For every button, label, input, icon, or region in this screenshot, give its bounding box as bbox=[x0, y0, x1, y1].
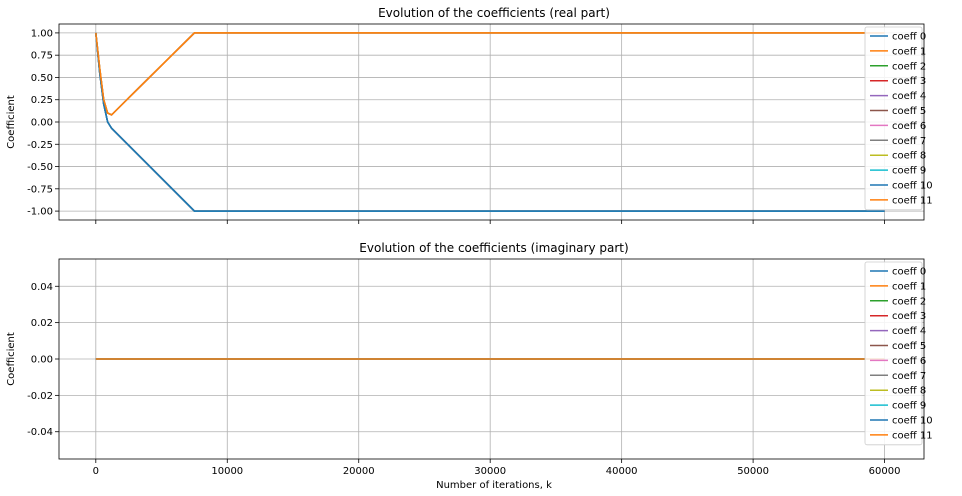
imaginary-part-legend-label: coeff 1 bbox=[892, 281, 926, 292]
real-part-panel: Evolution of the coefficients (real part… bbox=[6, 6, 933, 224]
imaginary-part-panel: Evolution of the coefficients (imaginary… bbox=[6, 241, 933, 491]
imaginary-part-title: Evolution of the coefficients (imaginary… bbox=[359, 241, 628, 255]
real-part-legend-label: coeff 7 bbox=[892, 136, 926, 147]
real-part-ylabel: Coefficient bbox=[6, 95, 17, 149]
real-part-ytick-label: 0.75 bbox=[31, 51, 53, 62]
imaginary-part-ytick-label: -0.02 bbox=[27, 391, 53, 402]
real-part-ytick-label: 0.50 bbox=[31, 73, 53, 84]
imaginary-part-legend-label: coeff 4 bbox=[892, 326, 926, 337]
real-part-ytick-label: -0.75 bbox=[27, 184, 53, 195]
imaginary-part-legend-label: coeff 6 bbox=[892, 356, 926, 367]
imaginary-part-legend-label: coeff 7 bbox=[892, 371, 926, 382]
imaginary-part-xtick-label: 40000 bbox=[606, 466, 638, 477]
real-part-ytick-label: -0.25 bbox=[27, 140, 53, 151]
real-part-legend-label: coeff 10 bbox=[892, 181, 933, 192]
imaginary-part-legend-label: coeff 3 bbox=[892, 311, 926, 322]
real-part-legend-label: coeff 0 bbox=[892, 32, 926, 43]
real-part-legend-label: coeff 1 bbox=[892, 46, 926, 57]
imaginary-part-ylabel: Coefficient bbox=[6, 332, 17, 386]
real-part-legend-label: coeff 8 bbox=[892, 151, 926, 162]
real-part-legend-label: coeff 2 bbox=[892, 61, 926, 72]
real-part-legend-label: coeff 5 bbox=[892, 106, 926, 117]
real-part-title: Evolution of the coefficients (real part… bbox=[378, 6, 610, 20]
imaginary-part-ytick-label: 0.00 bbox=[31, 355, 53, 366]
imaginary-part-legend: coeff 0 coeff 1 coeff 2 coeff 3 coeff 4 coeff… bbox=[864, 261, 933, 446]
real-part-ytick-label: 1.00 bbox=[31, 28, 53, 39]
imaginary-part-legend-label: coeff 8 bbox=[892, 386, 926, 397]
imaginary-part-legend-label: coeff 11 bbox=[892, 430, 933, 441]
real-part-series-line-coeff-11 bbox=[95, 32, 885, 116]
real-part-ytick-label: -1.00 bbox=[27, 207, 53, 218]
imaginary-part-ytick-label: 0.04 bbox=[31, 282, 53, 293]
real-part-ytick-label: -0.50 bbox=[27, 162, 53, 173]
real-part-legend: coeff 0 coeff 1 coeff 2 coeff 3 coeff 4 coeff… bbox=[864, 26, 933, 211]
imaginary-part-xtick-label: 30000 bbox=[474, 466, 506, 477]
imaginary-part-legend-label: coeff 2 bbox=[892, 296, 926, 307]
real-part-legend-box bbox=[864, 26, 923, 211]
imaginary-part-legend-label: coeff 5 bbox=[892, 341, 926, 352]
real-part-legend-label: coeff 3 bbox=[892, 76, 926, 87]
imaginary-part-ytick-label: 0.02 bbox=[31, 318, 53, 329]
real-part-ytick-label: 0.00 bbox=[31, 118, 53, 129]
imaginary-part-legend-label: coeff 9 bbox=[892, 401, 926, 412]
real-part-legend-label: coeff 11 bbox=[892, 195, 933, 206]
imaginary-part-xlabel: Number of iterations, k bbox=[436, 480, 552, 491]
imaginary-part-legend-box bbox=[864, 261, 923, 446]
imaginary-part-xtick-label: 0 bbox=[93, 466, 99, 477]
imaginary-part-xtick-label: 20000 bbox=[343, 466, 375, 477]
real-part-legend-label: coeff 4 bbox=[892, 91, 926, 102]
imaginary-part-ytick-label: -0.04 bbox=[27, 427, 53, 438]
real-part-legend-label: coeff 6 bbox=[892, 121, 926, 132]
imaginary-part-legend-label: coeff 0 bbox=[892, 267, 926, 278]
imaginary-part-xtick-label: 50000 bbox=[737, 466, 769, 477]
imaginary-part-xtick-label: 60000 bbox=[869, 466, 901, 477]
real-part-ytick-label: 0.25 bbox=[31, 95, 53, 106]
imaginary-part-legend-label: coeff 10 bbox=[892, 416, 933, 427]
imaginary-part-xtick-label: 10000 bbox=[211, 466, 243, 477]
real-part-legend-label: coeff 9 bbox=[892, 166, 926, 177]
